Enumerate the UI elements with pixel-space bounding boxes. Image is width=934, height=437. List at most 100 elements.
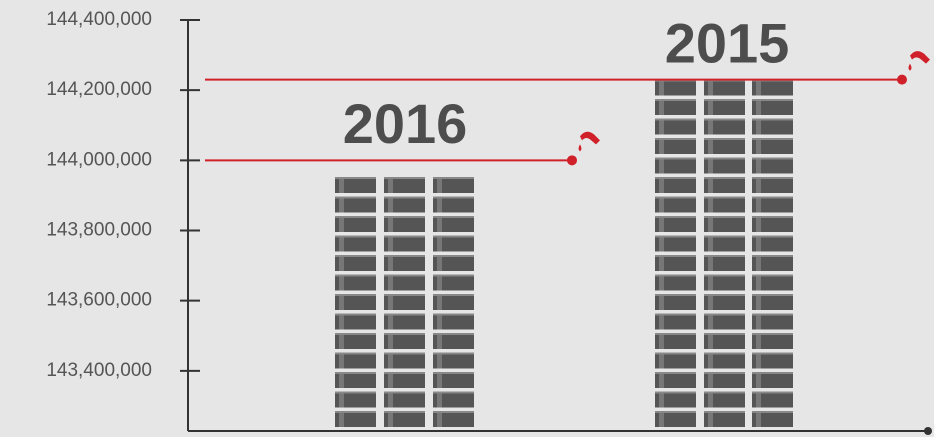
barrel-shade bbox=[708, 316, 713, 330]
barrel-band bbox=[752, 392, 793, 394]
barrel-shade bbox=[659, 374, 664, 388]
barrel-shade bbox=[339, 218, 344, 232]
barrel-band bbox=[752, 197, 793, 199]
barrel-shade bbox=[659, 140, 664, 154]
barrel-band bbox=[433, 294, 474, 296]
barrel-band bbox=[752, 275, 793, 277]
barrel-band bbox=[335, 392, 376, 394]
barrel-shade bbox=[339, 413, 344, 427]
barrel-band bbox=[704, 353, 745, 355]
barrel-band bbox=[655, 411, 696, 413]
barrel-band bbox=[335, 372, 376, 374]
barrel-shade bbox=[756, 218, 761, 232]
barrel-shade bbox=[339, 257, 344, 271]
barrel-band bbox=[752, 255, 793, 257]
barrel-shade bbox=[708, 374, 713, 388]
barrel-shade bbox=[756, 374, 761, 388]
barrel-shade bbox=[437, 394, 442, 408]
year-label: 2016 bbox=[343, 92, 468, 155]
barrel-shade bbox=[756, 316, 761, 330]
page: {"chart_data": {"type": "bar", "categori… bbox=[0, 0, 934, 437]
barrel-shade bbox=[339, 374, 344, 388]
barrel-band bbox=[704, 99, 745, 101]
barrel-band bbox=[433, 333, 474, 335]
barrel-shade bbox=[659, 394, 664, 408]
chart: 143,400,000143,600,000143,800,000144,000… bbox=[0, 0, 934, 437]
barrel-shade bbox=[708, 355, 713, 369]
barrel-band bbox=[752, 411, 793, 413]
barrel-shade bbox=[659, 277, 664, 291]
barrel-band bbox=[752, 119, 793, 121]
barrel-shade bbox=[708, 257, 713, 271]
axis-end-dot bbox=[924, 427, 932, 435]
barrel-band bbox=[384, 177, 425, 179]
barrel-band bbox=[752, 138, 793, 140]
barrel-shade bbox=[437, 335, 442, 349]
barrel-band bbox=[655, 177, 696, 179]
barrel-shade bbox=[437, 296, 442, 310]
barrel-shade bbox=[708, 218, 713, 232]
barrel-band bbox=[335, 294, 376, 296]
barrel-shade bbox=[708, 413, 713, 427]
barrel-shade bbox=[388, 374, 393, 388]
barrel-band bbox=[704, 392, 745, 394]
barrel-shade bbox=[388, 179, 393, 193]
barrel-shade bbox=[437, 257, 442, 271]
barrel-band bbox=[752, 372, 793, 374]
barrel-band bbox=[704, 294, 745, 296]
barrel-band bbox=[704, 216, 745, 218]
barrel-shade bbox=[339, 296, 344, 310]
y-tick-label: 143,400,000 bbox=[46, 360, 152, 381]
barrel-band bbox=[384, 216, 425, 218]
barrel-band bbox=[335, 411, 376, 413]
barrel-band bbox=[433, 236, 474, 238]
barrel-shade bbox=[339, 238, 344, 252]
barrel-band bbox=[655, 255, 696, 257]
barrel-band bbox=[433, 255, 474, 257]
barrel-shade bbox=[437, 316, 442, 330]
barrel-band bbox=[704, 158, 745, 160]
barrel-band bbox=[655, 99, 696, 101]
barrel-band bbox=[655, 392, 696, 394]
barrel-shade bbox=[437, 218, 442, 232]
value-dot bbox=[897, 75, 907, 85]
barrel-band bbox=[704, 236, 745, 238]
barrel-shade bbox=[437, 277, 442, 291]
barrel-shade bbox=[437, 374, 442, 388]
barrel-shade bbox=[388, 257, 393, 271]
barrel-shade bbox=[437, 355, 442, 369]
barrel-shade bbox=[756, 335, 761, 349]
barrel-band bbox=[335, 314, 376, 316]
barrel-band bbox=[655, 333, 696, 335]
bar bbox=[335, 177, 474, 427]
barrel-shade bbox=[659, 413, 664, 427]
y-tick-label: 144,000,000 bbox=[46, 149, 152, 170]
barrel-band bbox=[704, 411, 745, 413]
barrel-band bbox=[384, 333, 425, 335]
barrel-band bbox=[384, 372, 425, 374]
barrel-shade bbox=[659, 179, 664, 193]
barrel-band bbox=[752, 353, 793, 355]
barrel-band bbox=[752, 314, 793, 316]
barrel-band bbox=[433, 314, 474, 316]
barrel-shade bbox=[388, 355, 393, 369]
barrel-band bbox=[384, 197, 425, 199]
pump-nozzle bbox=[910, 51, 930, 64]
barrel-shade bbox=[388, 199, 393, 213]
barrel-band bbox=[335, 177, 376, 179]
barrel-shade bbox=[659, 316, 664, 330]
barrel-shade bbox=[756, 199, 761, 213]
barrel-shade bbox=[756, 121, 761, 135]
barrel-shade bbox=[659, 355, 664, 369]
barrel-band bbox=[384, 255, 425, 257]
barrel-shade bbox=[756, 101, 761, 115]
barrel-band bbox=[433, 216, 474, 218]
barrel-shade bbox=[437, 179, 442, 193]
barrel-band bbox=[433, 392, 474, 394]
barrel-shade bbox=[388, 277, 393, 291]
barrel-band bbox=[335, 197, 376, 199]
barrel-band bbox=[752, 158, 793, 160]
barrel-shade bbox=[659, 238, 664, 252]
barrel-shade bbox=[756, 296, 761, 310]
barrel-shade bbox=[708, 335, 713, 349]
